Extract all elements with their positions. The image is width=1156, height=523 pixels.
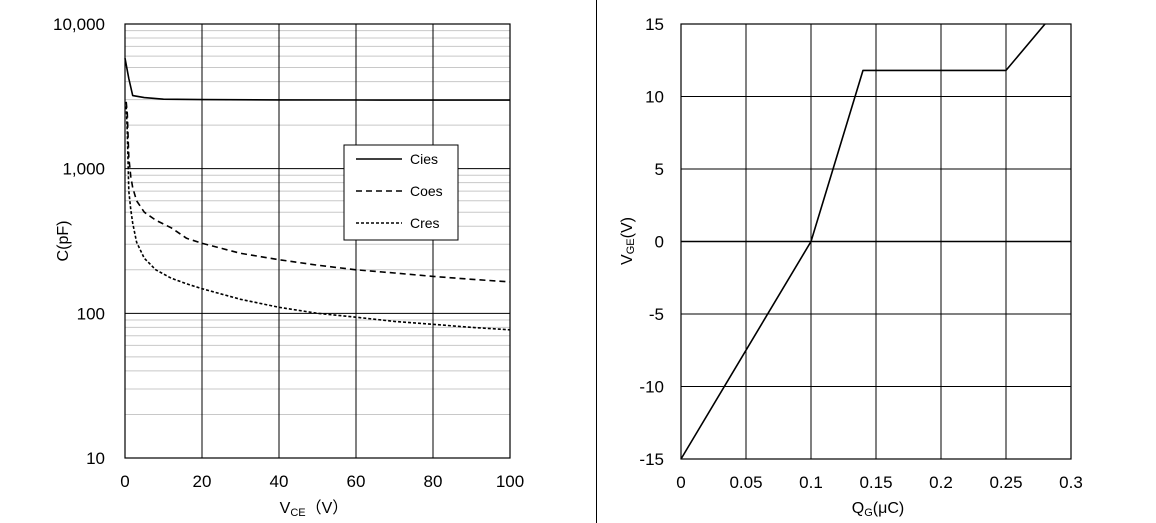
y-tick-labels: -15 -10 -5 0 5 10 15	[639, 15, 664, 469]
legend: Cies Coes Cres	[343, 144, 459, 241]
y-tick-label: 10	[86, 449, 105, 468]
x-axis-title: QG(μC)	[852, 500, 904, 519]
legend-box	[343, 144, 459, 241]
x-tick-label: 0	[676, 473, 685, 492]
x-axis-title: VCE（V）	[280, 499, 349, 519]
series-line-coes	[125, 101, 511, 283]
gate-charge-curve	[680, 23, 1046, 460]
x-tick-label: 20	[193, 472, 212, 491]
y-tick-label: -10	[639, 378, 664, 397]
x-tick-label: 0.05	[729, 473, 762, 492]
x-tick-labels: 0 20 40 60 80 100	[120, 472, 524, 491]
y-tick-label: -5	[649, 305, 664, 324]
x-tick-label: 0.15	[859, 473, 892, 492]
legend-label-coes: Coes	[410, 183, 443, 199]
y-tick-label: 10,000	[53, 15, 105, 34]
y-axis-title: C(pF)	[55, 221, 72, 262]
y-tick-label: 1,000	[62, 160, 105, 179]
y-axis-title-suffix: (V)	[619, 217, 636, 238]
y-tick-label: 100	[77, 304, 105, 323]
x-axis-title-suffix: (μC)	[873, 500, 904, 517]
y-tick-label: 5	[655, 160, 664, 179]
series-lines	[680, 23, 1046, 460]
legend-label-cres: Cres	[410, 215, 440, 231]
major-gridlines	[124, 23, 511, 459]
y-tick-labels: 10 100 1,000 10,000	[53, 15, 105, 468]
plot-frame	[124, 23, 511, 459]
x-axis-title-sub: CE	[290, 507, 305, 519]
x-tick-label: 40	[270, 472, 289, 491]
y-tick-label: 15	[645, 15, 664, 34]
panel-divider	[596, 0, 597, 523]
series-line-cies	[124, 58, 510, 101]
x-tick-label: 0.2	[929, 473, 953, 492]
y-axis-title-main: V	[619, 254, 636, 265]
x-tick-label: 100	[496, 472, 524, 491]
x-tick-label: 0.3	[1059, 473, 1083, 492]
x-axis-title-main: V	[280, 500, 291, 517]
series-lines	[124, 58, 511, 331]
x-tick-label: 0.1	[799, 473, 823, 492]
x-tick-label: 60	[347, 472, 366, 491]
x-tick-labels: 0 0.05 0.1 0.15 0.2 0.25 0.3	[676, 473, 1083, 492]
x-axis-title-sub: G	[864, 507, 873, 519]
series-line-cres	[125, 106, 511, 331]
capacitance-chart: 0 20 40 60 80 100 10 100 1,000 10,000 C(pF) VCE（…	[53, 15, 524, 519]
y-tick-label: -15	[639, 450, 664, 469]
y-tick-label: 0	[655, 233, 664, 252]
y-axis-title: VGE(V)	[619, 217, 637, 265]
y-axis-title-sub: GE	[625, 238, 637, 254]
legend-label-cies: Cies	[410, 151, 438, 167]
x-tick-label: 0	[120, 472, 129, 491]
x-tick-label: 80	[424, 472, 443, 491]
plot-frame	[680, 23, 1072, 460]
x-axis-title-main: Q	[852, 500, 864, 517]
x-tick-label: 0.25	[989, 473, 1022, 492]
gridlines	[680, 23, 1072, 460]
x-axis-title-suffix: （V）	[306, 499, 349, 517]
y-tick-label: 10	[645, 88, 664, 107]
